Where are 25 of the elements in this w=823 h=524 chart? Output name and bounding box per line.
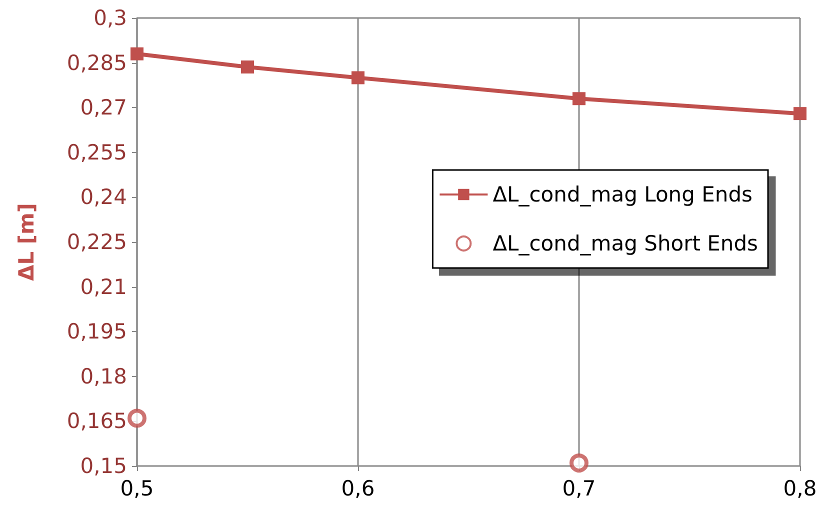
x-tick-label: 0,7 <box>562 476 596 500</box>
legend-label: ΔL_cond_mag Short Ends <box>492 232 758 256</box>
y-tick-label: 0,21 <box>80 274 127 299</box>
y-tick-label: 0,195 <box>66 320 127 344</box>
point <box>570 454 588 473</box>
point <box>352 71 364 84</box>
x-tick-label: 0,5 <box>120 476 154 500</box>
y-tick-label: 0,27 <box>80 96 127 120</box>
y-axis-title: ΔL [m] <box>14 202 38 282</box>
legend-label: ΔL_cond_mag Long Ends <box>492 182 752 206</box>
point <box>130 47 144 60</box>
y-tick-label: 0,15 <box>80 454 127 478</box>
point <box>572 92 586 106</box>
y-tick-label: 0,18 <box>80 364 127 388</box>
y-tick-label: 0,24 <box>80 185 127 210</box>
x-tick-label: 0,6 <box>341 476 375 500</box>
point <box>241 60 254 74</box>
y-tick-label: 0,3 <box>94 6 127 30</box>
point <box>128 408 146 428</box>
y-tick-label: 0,255 <box>66 140 127 164</box>
y-tick-label: 0,285 <box>66 50 127 75</box>
x-tick-label: 0,8 <box>783 476 817 500</box>
point <box>794 107 806 120</box>
y-tick-label: 0,165 <box>66 409 127 434</box>
y-tick-label: 0,225 <box>66 230 127 254</box>
